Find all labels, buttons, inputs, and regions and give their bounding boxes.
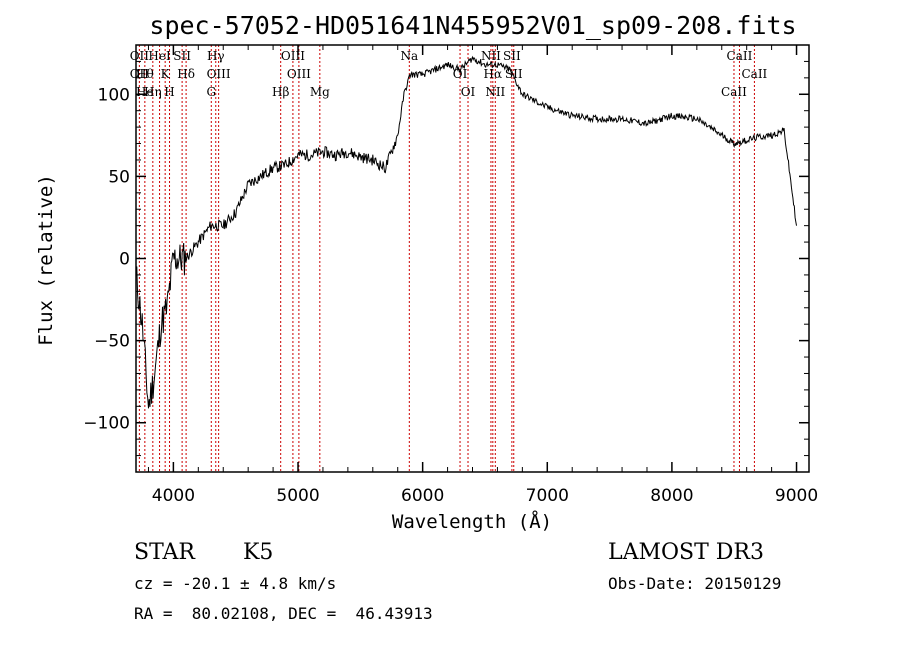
line-marker-label: OII	[130, 49, 150, 63]
line-marker-label: Mg	[310, 85, 330, 99]
y-tick-label: −50	[94, 332, 130, 352]
line-marker-label: CaII	[741, 67, 767, 81]
y-tick-label: 50	[108, 167, 130, 187]
line-marker-label: HeI	[148, 49, 171, 63]
line-marker-label: Hα	[484, 67, 503, 81]
line-marker-label: OIII	[287, 67, 311, 81]
observation-date: Obs-Date: 20150129	[608, 574, 782, 593]
line-markers	[138, 45, 755, 472]
y-tick-label: 0	[119, 250, 130, 270]
line-marker-label: Hθ	[136, 67, 154, 81]
survey-name: LAMOST DR3	[608, 540, 764, 565]
object-subclass: K5	[243, 540, 274, 565]
line-marker-label: Hγ	[207, 49, 225, 63]
redshift-velocity: cz = -20.1 ± 4.8 km/s	[134, 574, 337, 593]
coordinates: RA = 80.02108, DEC = 46.43913	[134, 604, 433, 623]
line-marker-labels: OIIOIIHθHeHηHeIKHSIIHδGHγOIIIHβOIIIOIIIM…	[130, 49, 768, 99]
line-marker-label: K	[161, 67, 171, 81]
line-marker-label: OII	[130, 67, 150, 81]
x-tick-label: 6000	[401, 486, 444, 506]
object-class: STAR	[134, 540, 195, 565]
line-marker-label: OIII	[281, 49, 305, 63]
chart-title: spec-57052-HD051641N455952V01_sp09-208.f…	[149, 11, 796, 40]
line-marker-label: NII	[485, 85, 505, 99]
y-axis-label: Flux (relative)	[35, 174, 57, 346]
line-marker-label: Na	[400, 49, 418, 63]
line-marker-label: SII	[503, 49, 521, 63]
line-marker-label: Hβ	[272, 85, 289, 99]
line-marker-label: Hδ	[177, 67, 195, 81]
line-marker-label: OI	[461, 85, 476, 99]
line-marker-label: SII	[505, 67, 523, 81]
y-tick-label: 100	[98, 85, 130, 105]
x-tick-label: 9000	[775, 486, 818, 506]
line-marker-label: He	[136, 85, 154, 99]
plot-frame	[135, 44, 810, 473]
line-marker-label: CaII	[727, 49, 753, 63]
x-tick-label: 8000	[650, 486, 693, 506]
y-tick-label: −100	[83, 414, 130, 434]
x-tick-label: 7000	[526, 486, 569, 506]
spectrum-line	[135, 55, 797, 409]
line-marker-label: NII	[481, 49, 501, 63]
line-marker-label: OIII	[207, 67, 231, 81]
line-marker-label: Hη	[144, 85, 162, 99]
line-marker-label: H	[164, 85, 174, 99]
x-tick-label: 5000	[276, 486, 319, 506]
line-marker-label: OI	[453, 67, 468, 81]
y-axis: −100 −50 0 50 100	[83, 60, 809, 457]
line-marker-label: CaII	[721, 85, 747, 99]
line-marker-label: G	[206, 85, 216, 99]
x-axis-label: Wavelength (Å)	[392, 510, 552, 533]
x-axis: 4000 5000 6000 7000 8000 9000	[147, 45, 818, 506]
line-marker-label: SII	[173, 49, 191, 63]
x-tick-label: 4000	[152, 486, 195, 506]
